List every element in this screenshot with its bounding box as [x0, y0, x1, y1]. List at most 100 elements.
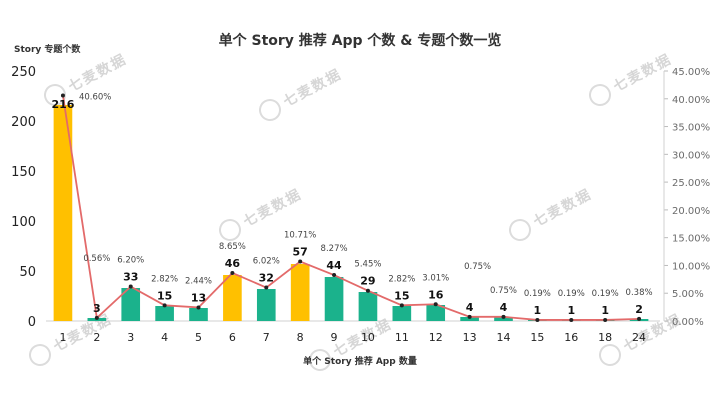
watermark-text: 七麦数据: [530, 185, 594, 230]
percent-label: 0.19%: [558, 289, 585, 299]
percent-label: 40.60%: [79, 92, 111, 102]
bar: [426, 305, 446, 321]
y2-tick-label: 20.00%: [672, 206, 710, 217]
watermark-logo-icon: [44, 84, 66, 106]
y2-tick-label: 40.00%: [672, 95, 710, 106]
watermark-text: 七麦数据: [280, 65, 344, 110]
x-axis-title: 单个 Story 推荐 App 数量: [303, 355, 417, 367]
line-marker: [399, 303, 404, 308]
percent-label: 3.01%: [422, 273, 449, 283]
percent-label: 0.38%: [626, 288, 653, 298]
chart-title: 单个 Story 推荐 App 个数 & 专题个数一览: [219, 32, 502, 49]
line-marker: [60, 93, 65, 98]
bar: [324, 277, 344, 321]
bar: [155, 306, 174, 321]
percent-label: 2.82%: [388, 274, 415, 284]
y2-tick-label: 30.00%: [672, 150, 710, 161]
y2-tick-label: 25.00%: [672, 178, 710, 189]
x-tick-label: 6: [229, 331, 236, 344]
y-tick-label: 150: [11, 165, 36, 180]
bar-value-label: 57: [293, 246, 308, 259]
bar: [494, 317, 513, 321]
percent-label: 6.20%: [117, 256, 144, 266]
bar-value-label: 2: [635, 303, 643, 316]
line-series: [60, 93, 642, 322]
line-marker: [162, 303, 167, 308]
x-tick-label: 2: [93, 331, 100, 344]
percent-label: 0.56%: [83, 254, 110, 264]
x-tick-label: 18: [598, 331, 612, 344]
percent-label: 6.02%: [253, 257, 280, 267]
x-tick-label: 7: [263, 331, 270, 344]
y-tick-label: 100: [11, 215, 36, 230]
x-axis: 1 2 3 4 5 6 7 8 9 10 11 12 13 14 15 16 18 24: [59, 331, 646, 344]
percent-label: 0.75%: [490, 286, 517, 296]
watermark: 七麦数据: [509, 185, 595, 241]
watermark: 七麦数据: [259, 65, 345, 121]
percent-label: 2.44%: [185, 276, 212, 286]
y-axis: 0 50 100 150 200 250: [11, 65, 36, 330]
x-tick-label: 16: [564, 331, 578, 344]
percent-labels: 40.60% 0.56% 6.20% 2.82% 2.44% 8.65% 6.02% 10.7…: [79, 92, 653, 299]
line-marker: [94, 315, 99, 320]
watermark-logo-icon: [259, 99, 281, 121]
x-tick-label: 12: [429, 331, 443, 344]
bar-value-label: 1: [601, 304, 609, 317]
bar-value-label: 216: [51, 98, 74, 111]
line-marker: [196, 305, 201, 310]
y2-axis: 0.00% 5.00% 10.00% 15.00% 20.00% 25.00% 30.00%…: [663, 67, 710, 328]
x-tick-label: 14: [497, 331, 511, 344]
y2-tick-label: 5.00%: [672, 289, 704, 300]
y2-tick-label: 45.00%: [672, 67, 710, 78]
bar-series: [53, 105, 649, 321]
bar: [460, 317, 479, 321]
x-tick-label: 8: [297, 331, 304, 344]
watermark-text: 七麦数据: [240, 185, 304, 230]
percent-label: 0.75%: [464, 262, 491, 272]
x-tick-label: 5: [195, 331, 202, 344]
line-marker: [467, 314, 472, 319]
bar-value-label: 1: [534, 304, 542, 317]
y2-tick-label: 10.00%: [672, 261, 710, 272]
y2-tick-label: 35.00%: [672, 123, 710, 134]
watermark-text: 七麦数据: [610, 50, 674, 95]
line-marker: [433, 302, 438, 307]
bar-value-label: 3: [93, 302, 101, 315]
bar-value-label: 4: [466, 301, 474, 314]
percent-label: 0.19%: [524, 289, 551, 299]
watermark-logo-icon: [29, 344, 51, 366]
watermark-logo-icon: [589, 84, 611, 106]
bar: [290, 264, 310, 321]
bar-value-label: 44: [326, 259, 342, 272]
x-tick-label: 13: [463, 331, 477, 344]
watermark-logo-icon: [309, 349, 331, 371]
bar-value-label: 1: [567, 304, 575, 317]
x-tick-label: 1: [59, 331, 66, 344]
bar: [121, 288, 141, 321]
percent-label: 8.65%: [219, 242, 246, 252]
bar-value-label: 33: [123, 271, 138, 284]
bar: [256, 289, 276, 321]
x-tick-label: 3: [127, 331, 134, 344]
bar: [392, 306, 412, 321]
bar-value-label: 16: [428, 288, 444, 301]
line-marker: [637, 316, 642, 321]
bar: [53, 105, 73, 321]
bar: [358, 292, 378, 321]
y-tick-label: 200: [11, 115, 36, 130]
y-tick-label: 0: [28, 315, 36, 330]
line-marker: [128, 284, 133, 289]
watermark: 七麦数据: [589, 50, 675, 106]
bar-value-label: 13: [191, 291, 206, 304]
percent-label: 5.45%: [354, 260, 381, 270]
bar-value-label: 46: [225, 257, 241, 270]
x-tick-label: 9: [331, 331, 338, 344]
line-marker: [365, 288, 370, 293]
watermark-logo-icon: [599, 344, 621, 366]
percent-label: 0.19%: [592, 289, 619, 299]
line-marker: [569, 317, 574, 322]
x-tick-label: 11: [395, 331, 409, 344]
line-marker: [230, 270, 235, 275]
y2-tick-label: 0.00%: [672, 317, 704, 328]
